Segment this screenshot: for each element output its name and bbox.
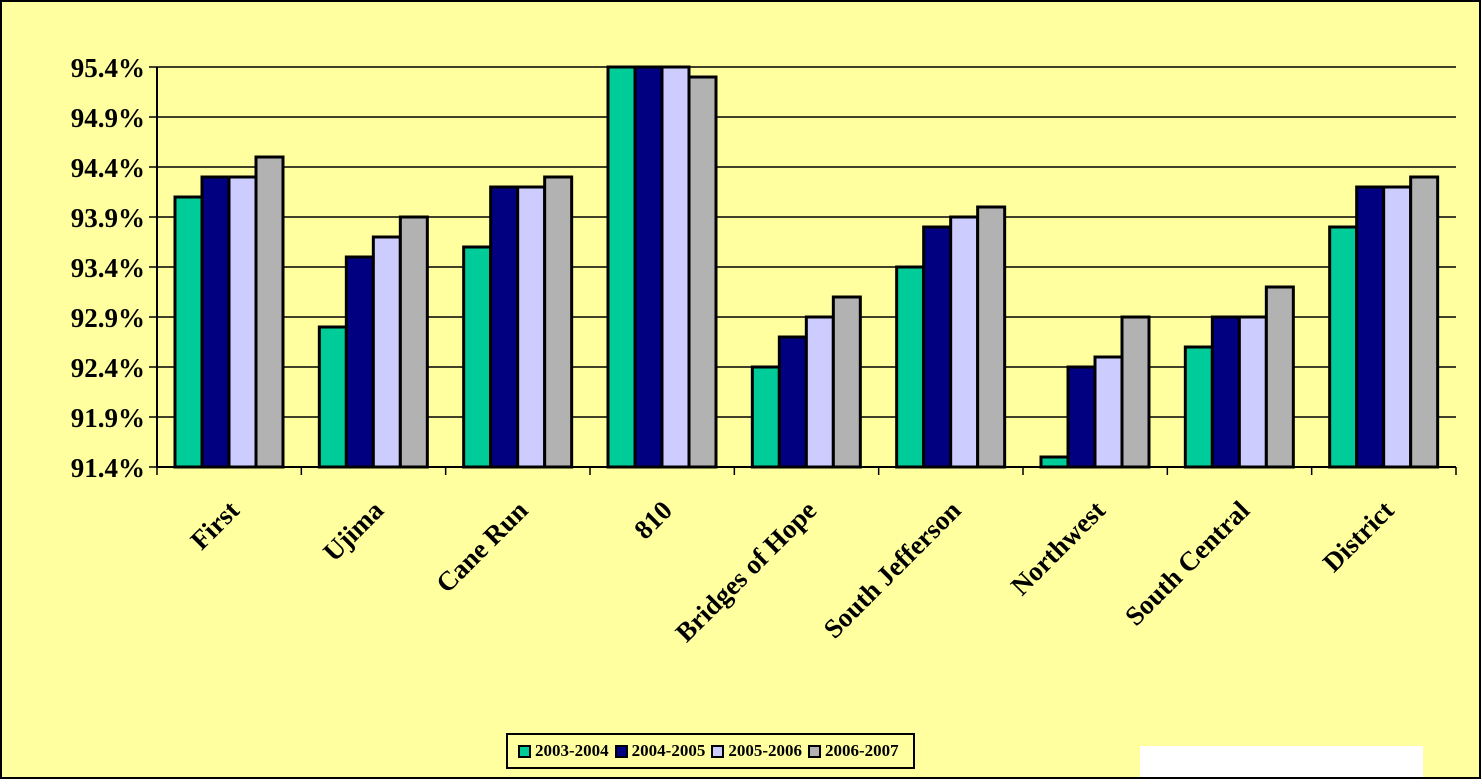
legend-item-0: 2003-2004 (518, 741, 609, 761)
y-tick-label: 95.4% (71, 53, 145, 83)
y-tick-label: 91.9% (71, 403, 145, 433)
bar-south-jefferson-2005-2006 (949, 215, 980, 469)
legend-swatch-3 (808, 744, 822, 758)
y-tick-label: 93.9% (71, 203, 145, 233)
y-tick-label: 93.4% (71, 253, 145, 283)
bar-cane-run-2003-2004 (462, 245, 493, 469)
bar-south-jefferson-2003-2004 (895, 265, 926, 469)
bar-bridges-of-hope-2005-2006 (804, 315, 835, 469)
legend-item-3: 2006-2007 (808, 741, 899, 761)
bar-bridges-of-hope-2004-2005 (777, 335, 808, 469)
bar-first-2005-2006 (227, 175, 258, 469)
legend-swatch-2 (711, 744, 725, 758)
y-tick-label: 94.4% (71, 153, 145, 183)
legend-item-1: 2004-2005 (614, 741, 706, 761)
corner-patch (1140, 746, 1423, 777)
bar-south-jefferson-2006-2007 (976, 205, 1007, 469)
bar-810-2006-2007 (687, 75, 718, 469)
legend-swatch-0 (518, 744, 531, 758)
y-tick-label: 92.9% (71, 303, 145, 333)
bar-first-2004-2005 (200, 175, 231, 469)
y-tick-label: 91.4% (71, 453, 145, 483)
bar-cane-run-2005-2006 (516, 185, 547, 469)
bar-district-2004-2005 (1355, 185, 1386, 469)
bar-810-2003-2004 (606, 65, 637, 469)
bar-cane-run-2006-2007 (543, 175, 574, 469)
bar-south-jefferson-2004-2005 (922, 225, 953, 469)
bar-first-2006-2007 (254, 155, 285, 469)
bar-first-2003-2004 (173, 195, 204, 469)
bar-south-central-2005-2006 (1237, 315, 1268, 469)
bar-ujima-2003-2004 (317, 325, 348, 469)
bar-northwest-2006-2007 (1120, 315, 1151, 469)
legend: 2003-2004 2004-2005 2005-2006 2006-2007 (506, 733, 915, 769)
y-tick-labels: 91.4% 91.9% 92.4% 92.9% 93.4% 93.9% 94.4% 94.9%… (71, 53, 145, 483)
bar-district-2006-2007 (1409, 175, 1440, 469)
bar-northwest-2004-2005 (1066, 365, 1097, 469)
bar-northwest-2003-2004 (1039, 455, 1070, 469)
bar-northwest-2005-2006 (1093, 355, 1124, 469)
y-tick-label: 92.4% (71, 353, 145, 383)
bar-ujima-2005-2006 (371, 235, 402, 469)
bar-district-2005-2006 (1382, 185, 1413, 469)
bar-south-central-2003-2004 (1183, 345, 1214, 469)
legend-label-0: 2003-2004 (535, 741, 609, 760)
bar-south-central-2006-2007 (1264, 285, 1295, 469)
bar-bridges-of-hope-2003-2004 (750, 365, 781, 469)
legend-label-1: 2004-2005 (631, 741, 706, 760)
legend-label-2: 2005-2006 (728, 741, 803, 760)
legend-label-3: 2006-2007 (825, 741, 899, 760)
bar-cane-run-2004-2005 (489, 185, 520, 469)
bar-bridges-of-hope-2006-2007 (831, 295, 862, 469)
bar-district-2003-2004 (1328, 225, 1359, 469)
legend-item-2: 2005-2006 (711, 741, 802, 761)
bar-810-2005-2006 (660, 65, 691, 469)
y-tick-label: 94.9% (71, 103, 145, 133)
bars (173, 65, 1440, 469)
bar-ujima-2004-2005 (344, 255, 375, 469)
bar-south-central-2004-2005 (1210, 315, 1241, 469)
bar-810-2004-2005 (633, 65, 664, 469)
axes (149, 66, 1457, 475)
bar-ujima-2006-2007 (398, 215, 429, 469)
legend-swatch-1 (614, 744, 628, 758)
